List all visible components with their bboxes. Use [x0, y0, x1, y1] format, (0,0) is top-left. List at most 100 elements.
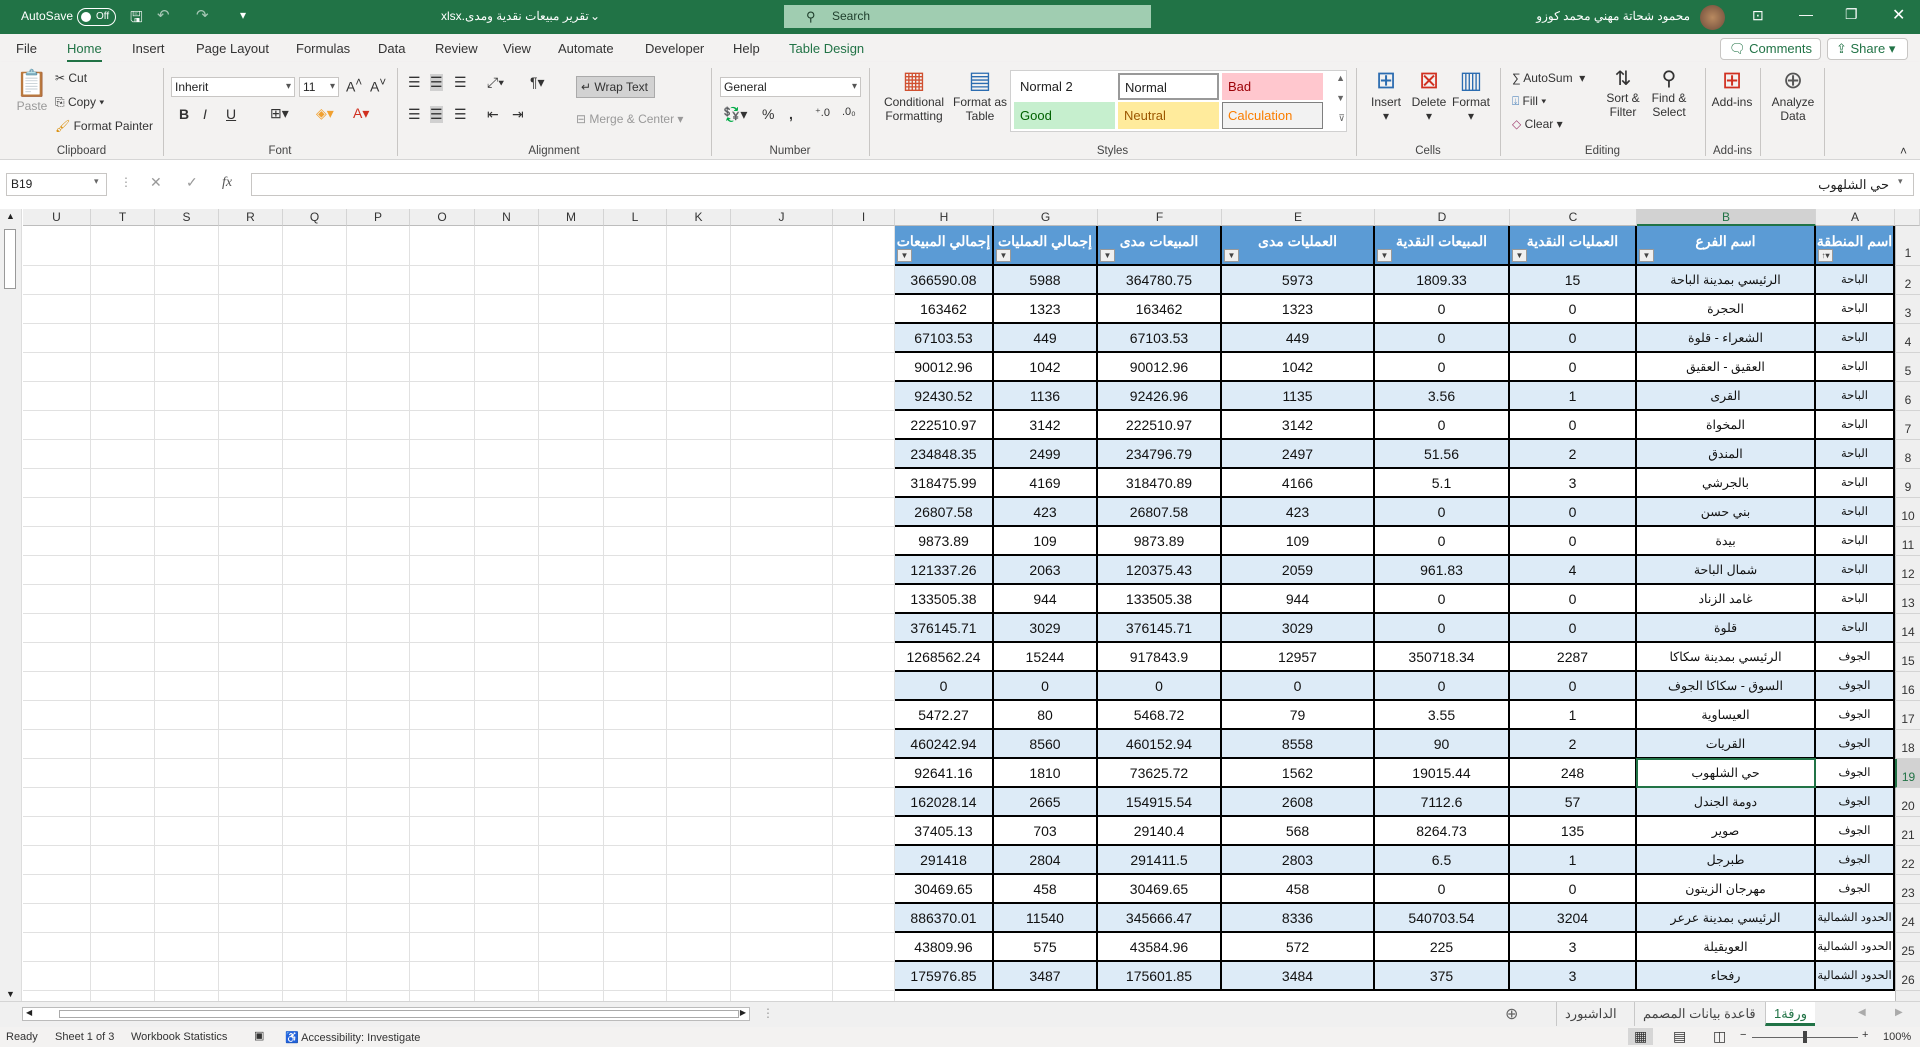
table-cell-e[interactable]: 3484: [1222, 962, 1375, 991]
cell[interactable]: [410, 469, 475, 498]
table-cell-c[interactable]: 3: [1510, 933, 1637, 962]
cell[interactable]: [833, 730, 895, 759]
table-cell-b[interactable]: السوق - سكاكا الجوف: [1637, 672, 1816, 701]
vertical-scrollbar[interactable]: ▲ ▼: [0, 209, 22, 1001]
table-cell-d[interactable]: 8264.73: [1375, 817, 1510, 846]
column-header-b[interactable]: B: [1637, 209, 1816, 226]
search-box[interactable]: ⚲ Search: [784, 5, 1151, 28]
table-cell-c[interactable]: 0: [1510, 411, 1637, 440]
table-cell-f[interactable]: 364780.75: [1098, 266, 1222, 295]
cell[interactable]: [410, 556, 475, 585]
decrease-font-icon[interactable]: A˅: [370, 76, 387, 95]
cell[interactable]: [475, 469, 539, 498]
cell[interactable]: [23, 295, 91, 324]
cell[interactable]: [219, 759, 283, 788]
table-cell-a[interactable]: الباحة: [1816, 440, 1895, 469]
cell[interactable]: [667, 933, 731, 962]
cell[interactable]: [347, 469, 410, 498]
cell[interactable]: [475, 730, 539, 759]
collapse-ribbon-icon[interactable]: ˄: [1900, 144, 1908, 158]
table-cell-b[interactable]: غامد الزناد: [1637, 585, 1816, 614]
table-cell-e[interactable]: 109: [1222, 527, 1375, 556]
cell[interactable]: [91, 875, 155, 904]
table-cell-b[interactable]: قلوة: [1637, 614, 1816, 643]
table-cell-c[interactable]: 0: [1510, 614, 1637, 643]
cell[interactable]: [833, 353, 895, 382]
cell[interactable]: [347, 817, 410, 846]
table-cell-g[interactable]: 423: [994, 498, 1098, 527]
cell[interactable]: [23, 875, 91, 904]
table-cell-e[interactable]: 8336: [1222, 904, 1375, 933]
fill-color-icon[interactable]: ◈▾: [316, 105, 334, 121]
cell[interactable]: [731, 962, 833, 991]
table-cell-h[interactable]: 234848.35: [895, 440, 994, 469]
table-cell-c[interactable]: 2: [1510, 730, 1637, 759]
table-cell-g[interactable]: 2665: [994, 788, 1098, 817]
table-cell-d[interactable]: 5.1: [1375, 469, 1510, 498]
table-cell-h[interactable]: 133505.38: [895, 585, 994, 614]
column-header-r[interactable]: R: [219, 209, 283, 226]
cell[interactable]: [833, 759, 895, 788]
cell[interactable]: [731, 266, 833, 295]
table-cell-e[interactable]: 2497: [1222, 440, 1375, 469]
table-cell-c[interactable]: 135: [1510, 817, 1637, 846]
table-cell-d[interactable]: 375: [1375, 962, 1510, 991]
table-cell-a[interactable]: الحدود الشمالية: [1816, 904, 1895, 933]
cell[interactable]: [410, 527, 475, 556]
cell[interactable]: [155, 643, 219, 672]
clear-button[interactable]: ◇ Clear ▾: [1512, 117, 1563, 131]
cell[interactable]: [219, 730, 283, 759]
cell[interactable]: [23, 962, 91, 991]
cell[interactable]: [731, 440, 833, 469]
cell[interactable]: [410, 788, 475, 817]
cell[interactable]: [539, 556, 604, 585]
table-cell-b[interactable]: العيساوية: [1637, 701, 1816, 730]
cell[interactable]: [410, 991, 475, 1001]
cell[interactable]: [283, 730, 347, 759]
table-cell-a[interactable]: الجوف: [1816, 846, 1895, 875]
cell[interactable]: [91, 498, 155, 527]
cell[interactable]: [475, 527, 539, 556]
cell[interactable]: [155, 933, 219, 962]
split-handle-icon[interactable]: ⋮: [762, 1006, 774, 1020]
table-cell-g[interactable]: 1136: [994, 382, 1098, 411]
table-cell-d[interactable]: 7112.6: [1375, 788, 1510, 817]
table-cell-c[interactable]: 1: [1510, 701, 1637, 730]
cell[interactable]: [731, 469, 833, 498]
cell[interactable]: [283, 672, 347, 701]
table-header-g[interactable]: إجمالي العمليات ▼: [994, 226, 1098, 266]
table-cell-a[interactable]: الباحة: [1816, 469, 1895, 498]
table-cell-b[interactable]: شمال الباحة: [1637, 556, 1816, 585]
cell[interactable]: [604, 556, 667, 585]
sort-filter-icon[interactable]: ▾↑: [1818, 249, 1833, 262]
cell[interactable]: [347, 788, 410, 817]
cell[interactable]: [604, 585, 667, 614]
cell[interactable]: [283, 933, 347, 962]
orientation-icon[interactable]: ⤢▾: [487, 74, 505, 90]
table-cell-e[interactable]: 944: [1222, 585, 1375, 614]
tab-review[interactable]: Review: [435, 41, 478, 56]
table-cell-f[interactable]: 29140.4: [1098, 817, 1222, 846]
table-cell-h[interactable]: 90012.96: [895, 353, 994, 382]
cell[interactable]: [475, 643, 539, 672]
cell[interactable]: [604, 933, 667, 962]
cell[interactable]: [91, 226, 155, 266]
table-cell-c[interactable]: 0: [1510, 585, 1637, 614]
cell[interactable]: [283, 614, 347, 643]
cell[interactable]: [667, 226, 731, 266]
cell[interactable]: [475, 817, 539, 846]
cell[interactable]: [833, 226, 895, 266]
cell[interactable]: [91, 469, 155, 498]
cell[interactable]: [347, 614, 410, 643]
cell[interactable]: [155, 411, 219, 440]
row-header[interactable]: 13: [1895, 585, 1920, 614]
table-cell-g[interactable]: 3142: [994, 411, 1098, 440]
cell[interactable]: [731, 817, 833, 846]
table-cell-f[interactable]: 222510.97: [1098, 411, 1222, 440]
wrap-text-button[interactable]: ↵ Wrap Text: [576, 76, 655, 98]
table-cell-h[interactable]: 92641.16: [895, 759, 994, 788]
cell[interactable]: [410, 585, 475, 614]
table-cell-g[interactable]: 15244: [994, 643, 1098, 672]
formula-input[interactable]: حي الشلهوب: [251, 173, 1914, 196]
cell[interactable]: [833, 324, 895, 353]
